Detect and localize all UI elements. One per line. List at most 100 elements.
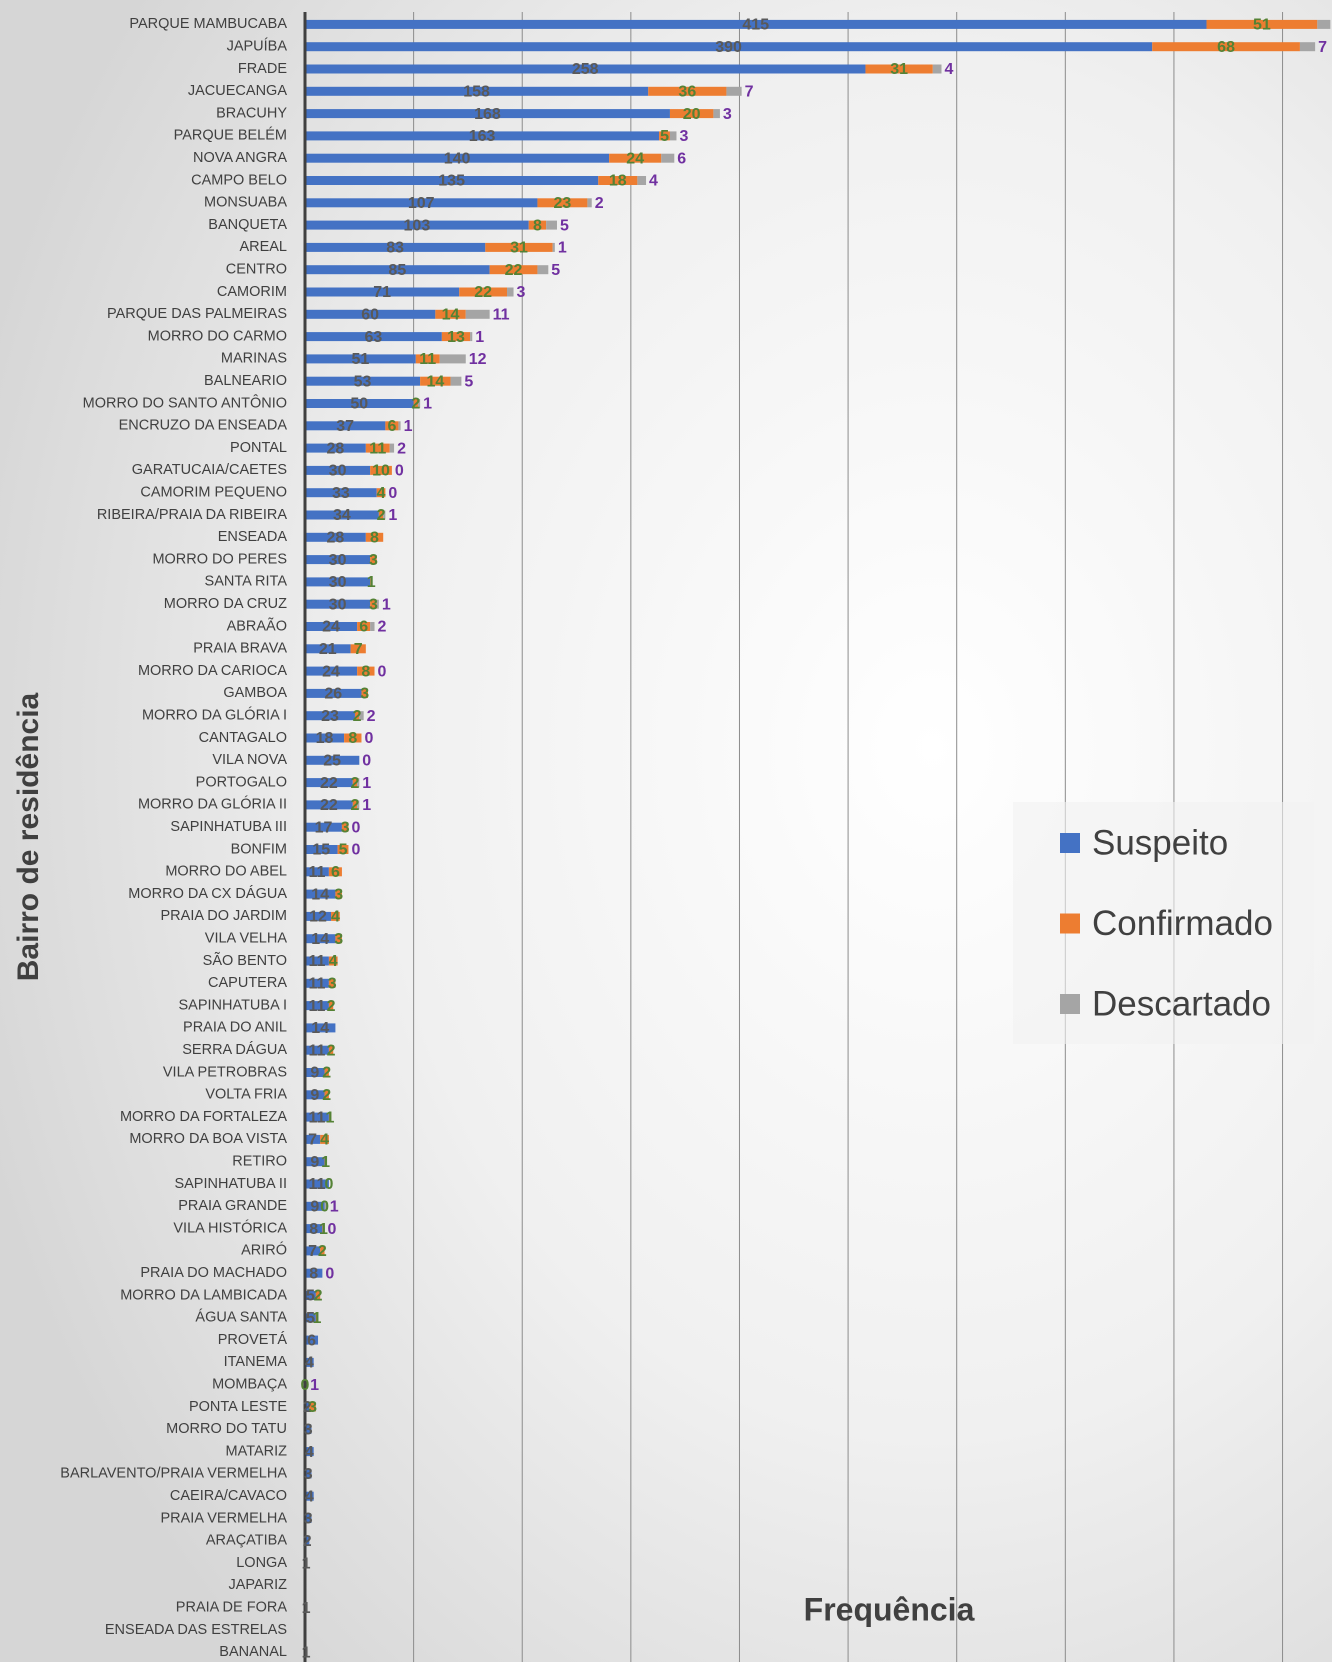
bar-segment — [305, 1090, 325, 1100]
bar-segment — [357, 666, 375, 676]
bar-segment — [726, 86, 742, 96]
data-label: 1 — [326, 1109, 335, 1126]
category-label: CAPUTERA — [208, 975, 287, 991]
bar-segment — [305, 644, 351, 654]
data-label: 6 — [359, 619, 368, 636]
data-label: 3 — [328, 976, 337, 993]
data-label: 4 — [377, 485, 386, 502]
bar-segment — [305, 1313, 316, 1323]
category-label: CAMORIM — [217, 284, 287, 300]
category-label: JAPARIZ — [228, 1577, 287, 1593]
bar-segment — [305, 86, 649, 96]
bar-segment — [305, 1357, 314, 1367]
bar-segment — [415, 354, 440, 364]
bar-segment — [439, 354, 466, 364]
bar-segment — [669, 131, 677, 141]
data-label: 0 — [395, 463, 404, 480]
data-label: 1 — [367, 574, 376, 591]
data-label: 2 — [595, 195, 604, 212]
bar-segment — [305, 978, 329, 988]
data-label: 0 — [320, 1199, 329, 1216]
bar-segment — [305, 488, 377, 498]
data-label: 1 — [321, 1154, 330, 1171]
data-label: 1 — [382, 596, 391, 613]
bar-segment — [328, 867, 342, 877]
bar-segment — [352, 778, 358, 788]
category-label: CAMORIM PEQUENO — [140, 485, 287, 501]
category-label: MONSUABA — [204, 195, 287, 211]
data-label: 9 — [310, 1065, 319, 1082]
data-label: 4 — [944, 61, 953, 78]
bar-segment — [305, 1001, 329, 1011]
bar-segment — [328, 978, 336, 988]
legend-label: Descartado — [1092, 984, 1271, 1023]
data-label: 51 — [351, 351, 369, 368]
bar-segment — [648, 86, 727, 96]
data-label: 23 — [554, 195, 572, 212]
bar-segment — [305, 867, 329, 877]
data-label: 2 — [351, 797, 360, 814]
data-label: 24 — [626, 150, 644, 167]
category-label: PRAIA DE FORA — [176, 1600, 288, 1616]
data-label: 68 — [1217, 39, 1235, 56]
data-label: 415 — [742, 17, 769, 34]
category-label: MORRO DO ABEL — [165, 864, 287, 880]
bar-segment — [305, 599, 371, 609]
bar-segment — [552, 242, 555, 252]
category-label: MORRO DO TATU — [166, 1421, 287, 1437]
data-label: 8 — [348, 730, 357, 747]
bar-segment — [370, 577, 373, 587]
data-label: 3 — [517, 284, 526, 301]
data-label: 107 — [408, 195, 435, 212]
bar-segment — [305, 287, 460, 297]
category-label: CENTRO — [226, 262, 287, 278]
category-label: JAPUÍBA — [227, 38, 288, 55]
data-label: 2 — [322, 1065, 331, 1082]
data-label: 15 — [312, 842, 330, 859]
data-label: 0 — [388, 485, 397, 502]
data-label: 5 — [560, 217, 569, 234]
data-label: 36 — [678, 84, 696, 101]
data-label: 1 — [310, 1377, 319, 1394]
bar-segment — [305, 1045, 329, 1055]
data-label: 5 — [660, 128, 669, 145]
bar-segment — [305, 778, 353, 788]
data-label: 103 — [404, 217, 431, 234]
category-label: VILA HISTÓRICA — [173, 1219, 287, 1236]
data-label: 7 — [308, 1132, 317, 1149]
bar-segment — [305, 845, 338, 854]
data-label: 22 — [505, 262, 523, 279]
data-label: 135 — [438, 173, 465, 190]
bar-segment — [420, 376, 451, 386]
data-label: 0 — [324, 1176, 333, 1193]
data-label: 1 — [302, 1600, 311, 1617]
bar-segment — [352, 800, 358, 810]
data-label: 22 — [320, 775, 338, 792]
data-label: 8 — [533, 217, 542, 234]
bar-segment — [637, 176, 647, 185]
data-label: 53 — [354, 373, 372, 390]
bar-segment — [305, 532, 366, 542]
data-label: 5 — [464, 373, 473, 390]
bar-segment — [537, 198, 588, 208]
category-label: PROVETÁ — [218, 1331, 288, 1348]
bar-segment — [1152, 42, 1300, 52]
bar-segment — [661, 153, 675, 163]
data-label: 3 — [369, 596, 378, 613]
data-label: 3 — [360, 686, 369, 703]
bar-segment — [305, 131, 660, 141]
data-label: 12 — [469, 351, 487, 368]
bar-segment — [932, 64, 942, 74]
bar-segment — [609, 153, 662, 163]
category-label: ENSEADA — [218, 529, 288, 545]
data-label: 0 — [351, 842, 360, 859]
category-label: SERRA DÁGUA — [182, 1041, 287, 1058]
bar-segment — [659, 131, 670, 141]
data-label: 51 — [1253, 17, 1271, 34]
data-label: 20 — [683, 106, 701, 123]
bar-segment — [335, 889, 342, 899]
bar-segment — [398, 421, 401, 431]
bar-segment — [305, 711, 355, 721]
category-label: PONTA LESTE — [189, 1399, 287, 1415]
data-label: 26 — [324, 686, 342, 703]
